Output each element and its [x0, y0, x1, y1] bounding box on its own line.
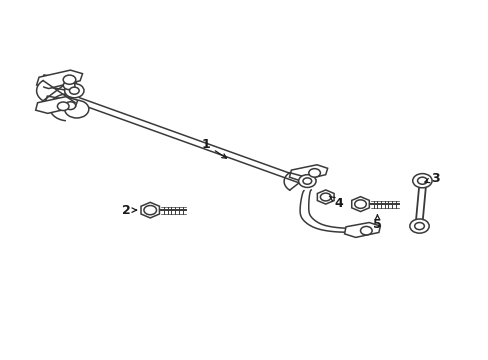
Polygon shape: [36, 97, 78, 113]
Polygon shape: [37, 70, 82, 89]
Circle shape: [354, 200, 366, 208]
Polygon shape: [289, 165, 327, 181]
Circle shape: [63, 81, 75, 90]
Polygon shape: [141, 202, 159, 218]
Text: 2: 2: [122, 204, 136, 217]
Circle shape: [414, 222, 424, 230]
Text: 1: 1: [201, 138, 226, 158]
Circle shape: [65, 102, 76, 109]
Circle shape: [57, 102, 69, 111]
Circle shape: [63, 75, 76, 84]
Text: 4: 4: [329, 196, 343, 210]
Circle shape: [69, 87, 79, 94]
Circle shape: [143, 206, 156, 215]
Circle shape: [360, 226, 371, 235]
Circle shape: [409, 219, 428, 233]
Circle shape: [64, 84, 84, 98]
Circle shape: [412, 174, 431, 188]
Polygon shape: [317, 190, 333, 204]
Circle shape: [308, 168, 320, 177]
Circle shape: [320, 193, 330, 201]
Circle shape: [417, 177, 427, 184]
Circle shape: [64, 100, 89, 118]
Circle shape: [298, 175, 315, 188]
Circle shape: [303, 178, 311, 184]
Polygon shape: [351, 197, 368, 212]
Polygon shape: [344, 222, 380, 238]
Text: 5: 5: [372, 215, 381, 231]
Text: 3: 3: [424, 172, 439, 185]
